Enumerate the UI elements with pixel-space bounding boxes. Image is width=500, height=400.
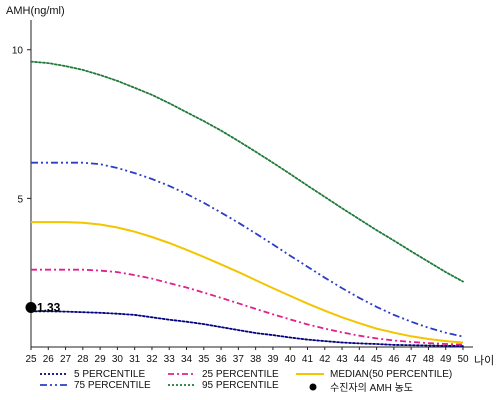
x-tick-label: 35 xyxy=(198,354,210,365)
patient-point-label: 1.33 xyxy=(37,300,61,314)
patient-point-layer: 1.33 xyxy=(25,300,61,314)
x-tick-label: 38 xyxy=(250,354,262,365)
series-layer xyxy=(30,60,464,347)
x-tick-label: 41 xyxy=(302,354,314,365)
x-tick-label: 45 xyxy=(371,354,383,365)
x-tick-label: 25 xyxy=(25,354,37,365)
series-line-95-percentile xyxy=(30,60,464,283)
legend: 5 PERCENTILE 25 PERCENTILE MEDIAN(50 PERCE… xyxy=(40,369,452,394)
x-tick-label: 49 xyxy=(440,354,452,365)
x-tick-label: 40 xyxy=(285,354,297,365)
y-axis-title: AMH(ng/ml) xyxy=(6,5,65,17)
x-tick-label: 47 xyxy=(406,354,418,365)
x-tick-label: 32 xyxy=(146,354,158,365)
x-tick-label: 36 xyxy=(216,354,228,365)
legend-label: 25 PERCENTILE xyxy=(202,369,279,380)
series-line-75-percentile xyxy=(31,161,464,338)
x-tick-label: 42 xyxy=(319,354,331,365)
legend-label: 75 PERCENTILE xyxy=(74,380,151,391)
x-tick-label: 33 xyxy=(164,354,176,365)
x-axis-title: 나이 xyxy=(474,354,494,367)
x-tick-label: 50 xyxy=(457,354,469,365)
x-tick-label: 26 xyxy=(43,354,55,365)
x-tick-label: 31 xyxy=(129,354,141,365)
legend-point-marker xyxy=(309,383,317,391)
x-tick-label: 29 xyxy=(95,354,107,365)
legend-label: 95 PERCENTILE xyxy=(202,380,279,391)
x-tick-label: 44 xyxy=(354,354,366,365)
legend-label: 5 PERCENTILE xyxy=(74,369,145,380)
y-tick-label: 10 xyxy=(12,46,24,57)
legend-label: MEDIAN(50 PERCENTILE) xyxy=(330,369,452,380)
x-tick-label: 30 xyxy=(112,354,124,365)
x-tick-label: 37 xyxy=(233,354,245,365)
x-tick-label: 48 xyxy=(423,354,435,365)
series-line-5-percentile xyxy=(30,310,464,347)
y-tick-label: 5 xyxy=(17,194,23,205)
x-tick-label: 43 xyxy=(336,354,348,365)
x-tick-label: 46 xyxy=(388,354,400,365)
x-tick-label: 27 xyxy=(60,354,72,365)
x-tick-label: 39 xyxy=(267,354,279,365)
x-tick-label: 34 xyxy=(181,354,193,365)
series-line-25-percentile xyxy=(31,268,464,346)
x-tick-label: 28 xyxy=(77,354,89,365)
series-line-median-50-percentile xyxy=(31,221,464,344)
axes: 5 10 25 26 27 28 29 30 31 32 33 34 35 36 37 38 39 40 41 42 4… xyxy=(12,20,473,365)
legend-point-label: 수진자의 AMH 농도 xyxy=(330,382,413,394)
patient-point-marker xyxy=(25,301,37,313)
